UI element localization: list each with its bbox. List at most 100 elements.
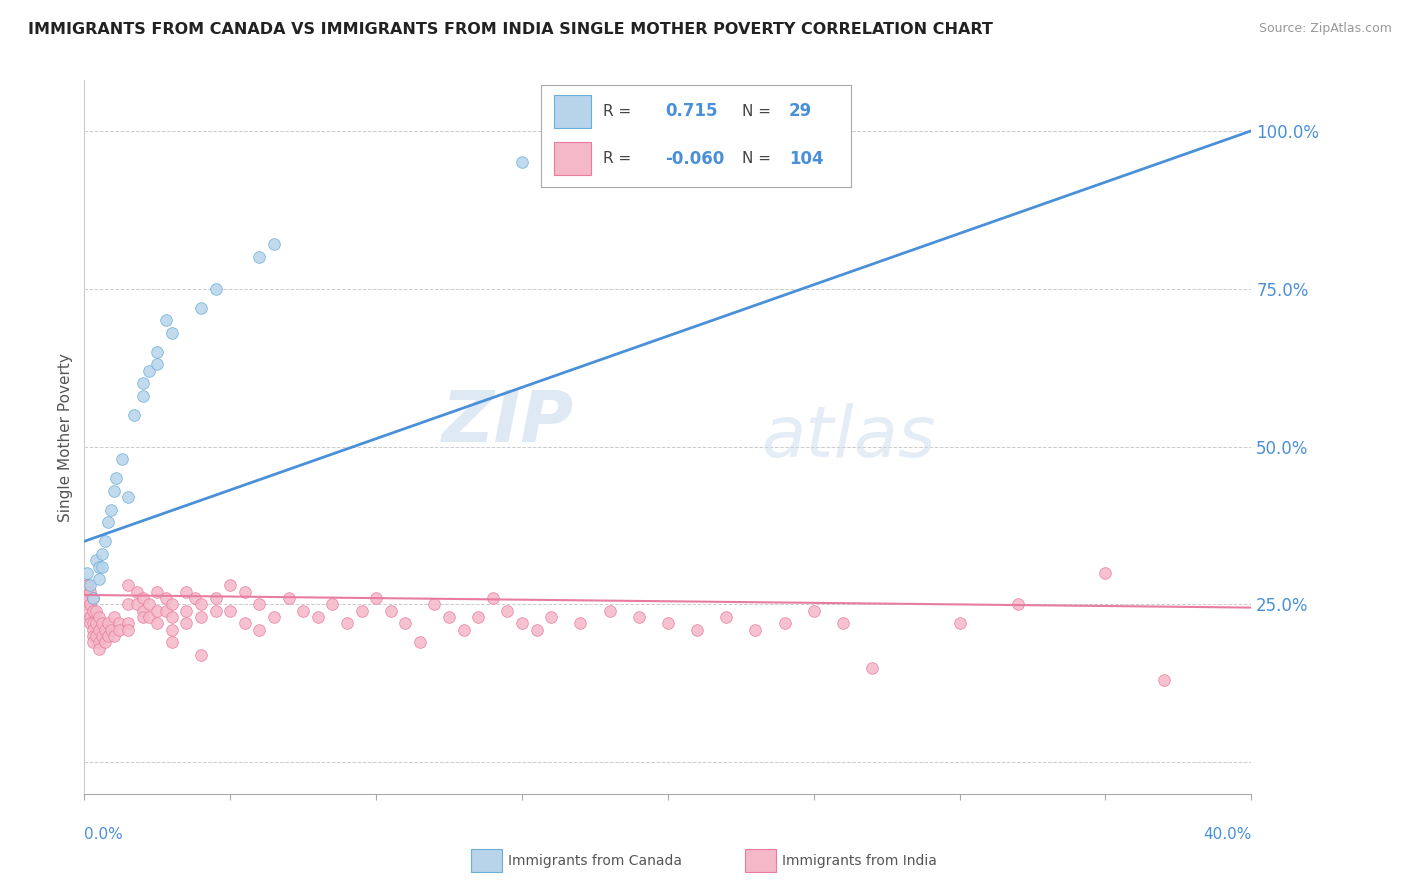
Point [138,598,160,612]
Point [90,547,112,561]
Point [219,604,242,618]
Point [125,598,148,612]
Text: 40.0%: 40.0% [1204,827,1251,841]
Point [103,483,125,498]
Point [160,598,183,612]
Point [84,629,107,643]
Point [138,364,160,378]
Point [155,313,177,327]
Point [82,623,104,637]
Point [184,591,207,606]
Point [82,591,104,606]
Point [204,282,226,296]
Point [832,616,855,631]
Point [146,584,169,599]
Point [948,616,970,631]
Point [190,648,212,662]
Point [76,578,98,592]
Point [321,598,343,612]
Text: N =: N = [742,103,772,119]
Point [100,502,122,516]
Point [263,237,285,252]
Point [103,629,125,643]
Point [714,610,737,624]
Point [437,610,460,624]
Point [82,591,104,606]
Point [860,660,883,674]
Text: R =: R = [603,103,631,119]
Point [90,616,112,631]
Point [94,635,117,649]
Point [160,326,183,340]
Point [366,591,388,606]
Point [219,578,242,592]
Point [122,408,145,422]
Point [84,616,107,631]
Point [111,452,134,467]
Text: 0.715: 0.715 [665,103,717,120]
Point [540,124,562,138]
Point [336,616,359,631]
Point [132,610,155,624]
Point [97,616,120,631]
Text: Immigrants from India: Immigrants from India [782,854,936,868]
Point [233,584,256,599]
Point [176,616,198,631]
Point [453,623,475,637]
Point [79,584,101,599]
Point [97,516,120,530]
Point [627,610,650,624]
Point [160,610,183,624]
Point [190,598,212,612]
Point [247,598,270,612]
Point [132,389,155,403]
Bar [554,142,591,175]
Point [1153,673,1175,688]
Point [90,559,112,574]
Point [409,635,432,649]
Point [155,604,177,618]
Point [117,490,139,504]
Point [277,591,299,606]
Point [79,616,101,631]
Point [686,623,709,637]
Point [307,610,329,624]
Point [569,616,592,631]
Text: N =: N = [742,151,772,166]
Bar [554,95,591,128]
Point [526,623,548,637]
Text: ZIP: ZIP [443,388,575,458]
Point [82,629,104,643]
Point [82,635,104,649]
Point [84,604,107,618]
Point [146,616,169,631]
Point [87,572,110,586]
Point [380,604,402,618]
Text: 104: 104 [789,150,824,168]
Point [467,610,489,624]
Point [204,591,226,606]
Point [103,610,125,624]
Point [87,635,110,649]
Point [117,616,139,631]
Point [108,623,131,637]
Point [146,344,169,359]
Text: -0.060: -0.060 [665,150,724,168]
Point [744,623,766,637]
Text: 29: 29 [789,103,813,120]
Point [190,610,212,624]
Point [82,616,104,631]
Point [510,616,533,631]
Point [117,623,139,637]
Point [94,534,117,549]
Point [247,623,270,637]
Point [204,604,226,618]
Point [76,604,98,618]
Point [94,623,117,637]
Point [82,604,104,618]
Point [423,598,446,612]
Point [117,598,139,612]
Point [76,598,98,612]
Point [117,578,139,592]
Point [105,471,128,485]
